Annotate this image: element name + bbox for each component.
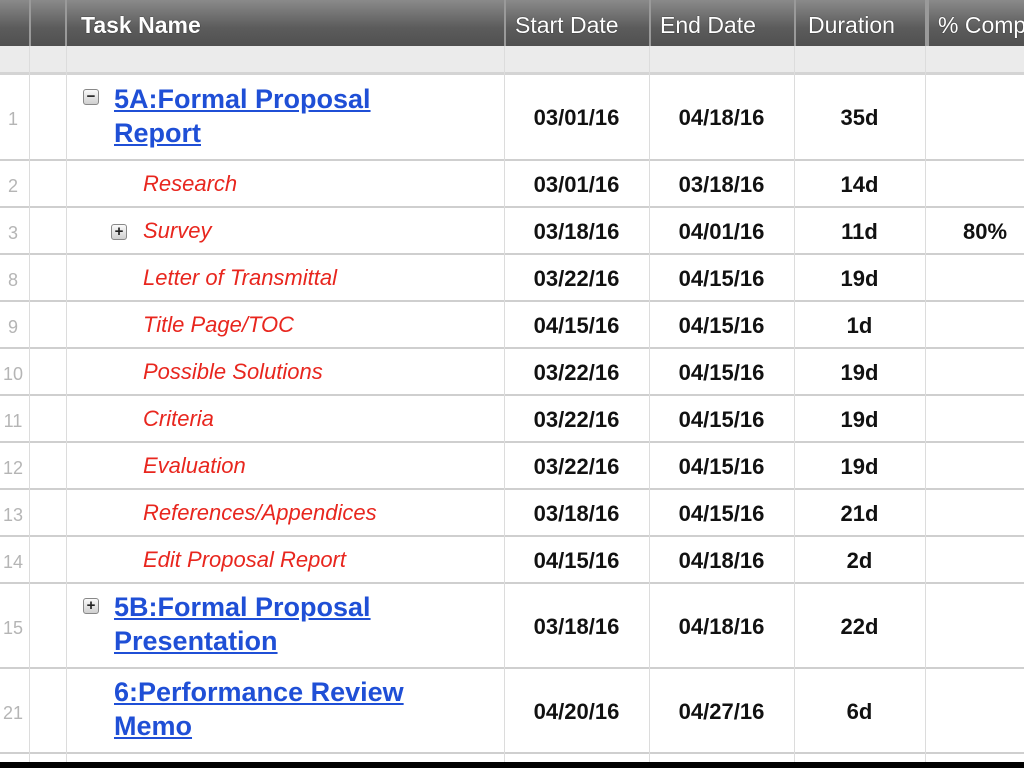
task-name-line: Report [114, 118, 201, 148]
duration-cell[interactable]: 19d [840, 453, 879, 479]
start-date-cell[interactable]: 03/22/16 [533, 265, 620, 291]
end-date-cell[interactable]: 04/27/16 [678, 698, 765, 724]
task-name-link[interactable]: 5A:Formal Proposal Report [114, 82, 371, 150]
table-row[interactable]: 11 03/22/16 04/15/16 19d Criteria [0, 396, 1024, 443]
table-row[interactable]: 1 03/01/16 04/18/16 35d −5A:Formal Proposal R… [0, 75, 1024, 161]
end-date-cell[interactable]: 04/15/16 [678, 500, 765, 526]
row-number: 12 [2, 457, 24, 478]
table-row[interactable]: 14 04/15/16 04/18/16 2d Edit Proposal Report [0, 537, 1024, 584]
duration-cell[interactable]: 35d [840, 105, 879, 130]
start-date-cell[interactable]: 03/01/16 [533, 171, 620, 197]
start-date-cell[interactable]: 04/15/16 [533, 547, 620, 573]
subtask-name[interactable]: Survey [143, 217, 212, 243]
start-date-cell[interactable]: 04/20/16 [533, 698, 620, 724]
task-name-line: Presentation [114, 626, 278, 656]
subtask-name[interactable]: Possible Solutions [143, 358, 323, 384]
subtask-name[interactable]: Title Page/TOC [143, 311, 295, 337]
row-number: 13 [2, 504, 24, 525]
table-row[interactable]: 8 03/22/16 04/15/16 19d Letter of Transmitta… [0, 255, 1024, 302]
row-number: 11 [3, 410, 23, 431]
duration-cell[interactable]: 11d [841, 218, 878, 244]
task-name-line: Memo [114, 711, 193, 741]
row-number: 3 [7, 222, 18, 243]
header-percent-complete[interactable]: % Comp [927, 0, 1024, 46]
duration-cell[interactable]: 21d [840, 500, 879, 526]
duration-cell[interactable]: 22d [840, 613, 879, 639]
table-row[interactable]: 2 03/01/16 03/18/16 14d Research [0, 161, 1024, 208]
percent-complete-cell[interactable]: 80% [962, 218, 1008, 244]
start-date-cell[interactable]: 03/18/16 [533, 218, 620, 244]
duration-cell[interactable]: 2d [846, 547, 873, 573]
end-date-cell[interactable]: 04/15/16 [678, 406, 765, 432]
table-row[interactable]: 21 04/20/16 04/27/16 6d 6:Performance Review… [0, 669, 1024, 754]
duration-cell[interactable]: 19d [840, 265, 879, 291]
subtask-name[interactable]: Edit Proposal Report [143, 546, 346, 572]
collapse-icon[interactable]: − [83, 89, 99, 105]
start-date-cell[interactable]: 04/15/16 [533, 312, 620, 338]
table-row[interactable]: 10 03/22/16 04/15/16 19d Possible Solutions [0, 349, 1024, 396]
table-row[interactable]: 13 03/18/16 04/15/16 21d References/Appendic… [0, 490, 1024, 537]
row-number: 2 [7, 175, 18, 196]
end-date-cell[interactable]: 03/18/16 [678, 171, 765, 197]
blank-row [0, 46, 1024, 75]
duration-cell[interactable]: 6d [846, 698, 873, 724]
row-number: 8 [7, 269, 18, 290]
end-date-cell[interactable]: 04/18/16 [678, 613, 765, 639]
header-end-date[interactable]: End Date [651, 0, 796, 46]
expand-icon[interactable]: + [83, 598, 99, 614]
subtask-name[interactable]: Evaluation [143, 452, 246, 478]
start-date-cell[interactable]: 03/22/16 [533, 406, 620, 432]
expand-icon[interactable]: + [111, 223, 127, 240]
header-indicator [31, 0, 67, 46]
table-row[interactable]: 12 03/22/16 04/15/16 19d Evaluation [0, 443, 1024, 490]
task-name-link[interactable]: 5B:Formal Proposal Presentation [114, 590, 371, 658]
end-date-cell[interactable]: 04/15/16 [678, 265, 765, 291]
start-date-cell[interactable]: 03/18/16 [533, 500, 620, 526]
row-number: 9 [7, 316, 18, 337]
end-date-cell[interactable]: 04/15/16 [678, 312, 765, 338]
table-row[interactable]: 3 03/18/16 04/01/16 11d 80% + Survey [0, 208, 1024, 255]
subtask-name[interactable]: Criteria [143, 405, 214, 431]
start-date-cell[interactable]: 03/22/16 [533, 453, 620, 479]
subtask-name[interactable]: Letter of Transmittal [143, 264, 337, 290]
start-date-cell[interactable]: 03/22/16 [533, 359, 620, 385]
task-name-line: 6:Performance Review [114, 677, 404, 707]
subtask-name[interactable]: References/Appendices [143, 499, 377, 525]
row-number: 15 [2, 617, 24, 638]
task-name-line: 5B:Formal Proposal [114, 592, 371, 622]
task-name-link[interactable]: 6:Performance Review Memo [114, 675, 404, 743]
row-number: 21 [2, 702, 24, 723]
table-row[interactable]: 15 03/18/16 04/18/16 22d +5B:Formal Proposal… [0, 584, 1024, 669]
start-date-cell[interactable]: 03/18/16 [533, 613, 620, 639]
duration-cell[interactable]: 19d [840, 406, 879, 432]
duration-cell[interactable]: 14d [840, 171, 879, 197]
duration-cell[interactable]: 19d [840, 359, 879, 385]
row-number: 10 [2, 363, 24, 384]
end-date-cell[interactable]: 04/15/16 [678, 359, 765, 385]
header-duration[interactable]: Duration [796, 0, 927, 46]
end-date-cell[interactable]: 04/15/16 [678, 453, 765, 479]
end-date-cell[interactable]: 04/01/16 [678, 218, 765, 244]
header-start-date[interactable]: Start Date [506, 0, 651, 46]
end-date-cell[interactable]: 04/18/16 [678, 105, 765, 130]
task-name-line: 5A:Formal Proposal [114, 84, 371, 114]
row-number: 1 [7, 109, 18, 129]
header-row: Task Name Start Date End Date Duration %… [0, 0, 1024, 46]
table-row[interactable]: 9 04/15/16 04/15/16 1d Title Page/TOC [0, 302, 1024, 349]
start-date-cell[interactable]: 03/01/16 [533, 105, 620, 130]
duration-cell[interactable]: 1d [846, 312, 873, 338]
header-task-name[interactable]: Task Name [67, 0, 506, 46]
header-rownum [0, 0, 31, 46]
subtask-name[interactable]: Research [143, 170, 238, 196]
end-date-cell[interactable]: 04/18/16 [678, 547, 765, 573]
row-number: 14 [2, 551, 24, 572]
